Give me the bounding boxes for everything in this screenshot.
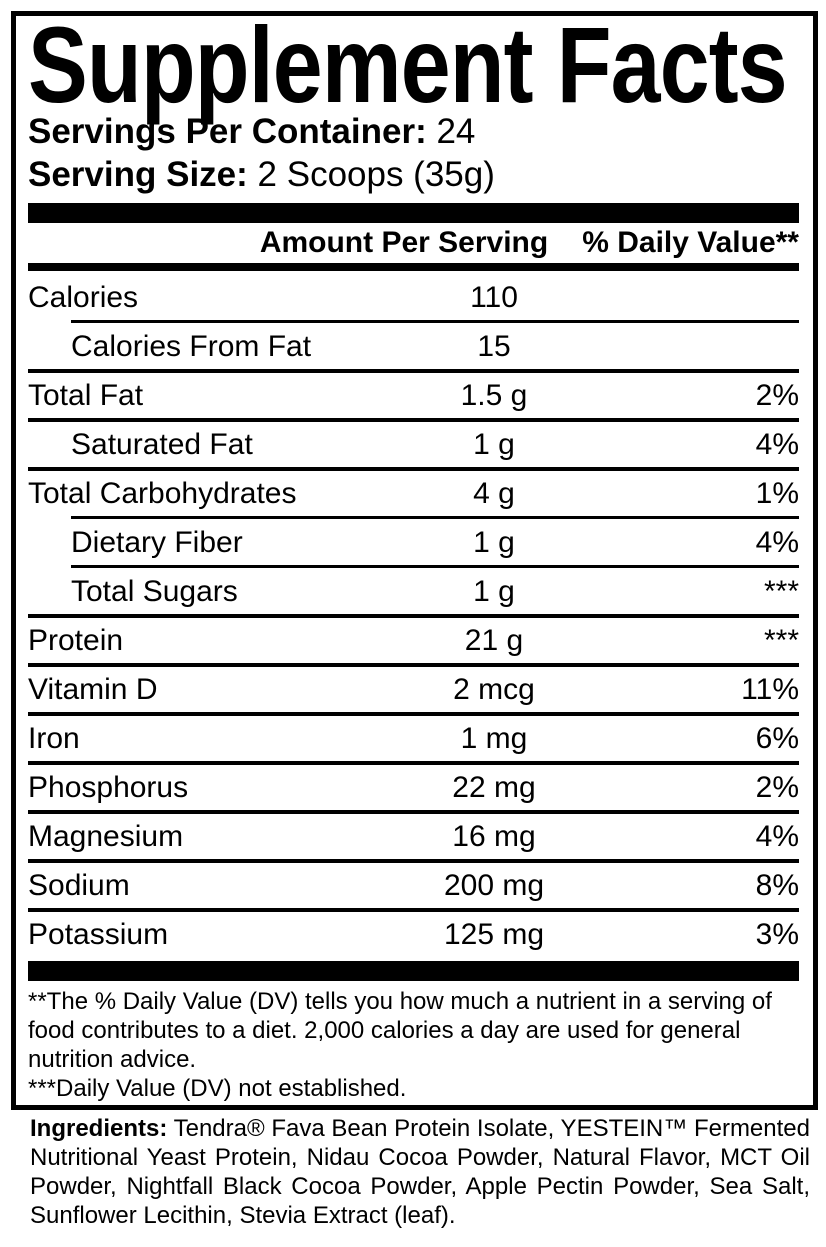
- row-calories-from-fat: Calories From Fat 15: [28, 320, 799, 369]
- daily-value: 1%: [755, 476, 799, 510]
- panel-title: Supplement Facts: [28, 4, 788, 125]
- servings-per-container-label: Servings Per Container:: [28, 112, 427, 151]
- daily-value: 4%: [755, 819, 799, 853]
- row-magnesium: Magnesium 16 mg 4%: [28, 810, 799, 859]
- nutrient-label: Iron: [28, 721, 80, 755]
- daily-value: 8%: [755, 868, 799, 902]
- nutrient-label: Vitamin D: [28, 672, 158, 706]
- table-column-header: Amount Per Serving % Daily Value**: [28, 223, 799, 263]
- amount-value: 1 g: [473, 525, 515, 559]
- daily-value: 6%: [755, 721, 799, 755]
- amount-value: 1.5 g: [460, 378, 528, 412]
- not-established-footnote: ***Daily Value (DV) not established.: [28, 1075, 407, 1102]
- nutrient-label: Calories: [28, 280, 139, 314]
- amount-value: 1 g: [473, 574, 515, 608]
- separator-bar-bottom: [28, 961, 799, 981]
- amount-value: 21 g: [464, 623, 524, 657]
- nutrient-label: Protein: [28, 623, 124, 657]
- servings-per-container-value: 24: [436, 112, 476, 151]
- row-saturated-fat: Saturated Fat 1 g 4%: [28, 418, 799, 467]
- ingredients-label: Ingredients:: [30, 1115, 168, 1142]
- daily-value: 11%: [741, 672, 799, 706]
- nutrient-label: Total Sugars: [71, 574, 238, 608]
- row-total-sugars: Total Sugars 1 g ***: [28, 565, 799, 614]
- nutrient-label: Saturated Fat: [71, 427, 253, 461]
- nutrient-label: Total Carbohydrates: [28, 476, 297, 510]
- row-total-carbohydrates: Total Carbohydrates 4 g 1%: [28, 467, 799, 516]
- footnotes: **The % Daily Value (DV) tells you how m…: [28, 987, 799, 1103]
- daily-value: 4%: [755, 427, 799, 461]
- amount-value: 110: [470, 280, 518, 314]
- ingredients-text: Tendra® Fava Bean Protein Isolate, YESTE…: [30, 1115, 810, 1229]
- row-total-fat: Total Fat 1.5 g 2%: [28, 369, 799, 418]
- amount-value: 16 mg: [452, 819, 536, 853]
- row-iron: Iron 1 mg 6%: [28, 712, 799, 761]
- daily-value: 2%: [755, 378, 799, 412]
- header-rule: [28, 263, 799, 271]
- serving-size: Serving Size: 2 Scoops (35g): [28, 153, 799, 196]
- servings-per-container: Servings Per Container: 24: [28, 110, 799, 153]
- serving-size-value: 2 Scoops (35g): [257, 155, 495, 194]
- amount-value: 125 mg: [443, 917, 545, 951]
- amount-value: 15: [477, 329, 511, 363]
- serving-size-label: Serving Size:: [28, 155, 248, 194]
- amount-value: 4 g: [473, 476, 515, 510]
- amount-value: 1 mg: [460, 721, 528, 755]
- daily-value-header: % Daily Value**: [582, 226, 799, 259]
- daily-value: 4%: [755, 525, 799, 559]
- nutrient-label: Phosphorus: [28, 770, 189, 804]
- amount-per-serving-header: Amount Per Serving: [259, 226, 549, 259]
- nutrient-label: Total Fat: [28, 378, 144, 412]
- daily-value: 3%: [755, 917, 799, 951]
- nutrient-label: Sodium: [28, 868, 130, 902]
- separator-bar-top: [28, 203, 799, 223]
- amount-value: 1 g: [473, 427, 515, 461]
- daily-value-footnote: **The % Daily Value (DV) tells you how m…: [28, 988, 772, 1073]
- daily-value: ***: [763, 574, 799, 608]
- nutrient-label: Dietary Fiber: [71, 525, 243, 559]
- nutrient-label: Magnesium: [28, 819, 184, 853]
- row-phosphorus: Phosphorus 22 mg 2%: [28, 761, 799, 810]
- row-vitamin-d: Vitamin D 2 mcg 11%: [28, 663, 799, 712]
- row-sodium: Sodium 200 mg 8%: [28, 859, 799, 908]
- daily-value: 2%: [755, 770, 799, 804]
- daily-value: ***: [763, 623, 799, 657]
- row-calories: Calories 110: [28, 271, 799, 320]
- row-protein: Protein 21 g ***: [28, 614, 799, 663]
- row-potassium: Potassium 125 mg 3%: [28, 908, 799, 957]
- row-dietary-fiber: Dietary Fiber 1 g 4%: [28, 516, 799, 565]
- nutrient-label: Potassium: [28, 917, 169, 951]
- amount-value: 22 mg: [452, 770, 536, 804]
- amount-value: 2 mcg: [453, 672, 535, 706]
- ingredients-paragraph: Ingredients: Tendra® Fava Bean Protein I…: [30, 1114, 810, 1230]
- amount-value: 200 mg: [443, 868, 545, 902]
- nutrient-label: Calories From Fat: [71, 329, 312, 363]
- supplement-facts-panel: Supplement Facts Servings Per Container:…: [11, 11, 818, 1110]
